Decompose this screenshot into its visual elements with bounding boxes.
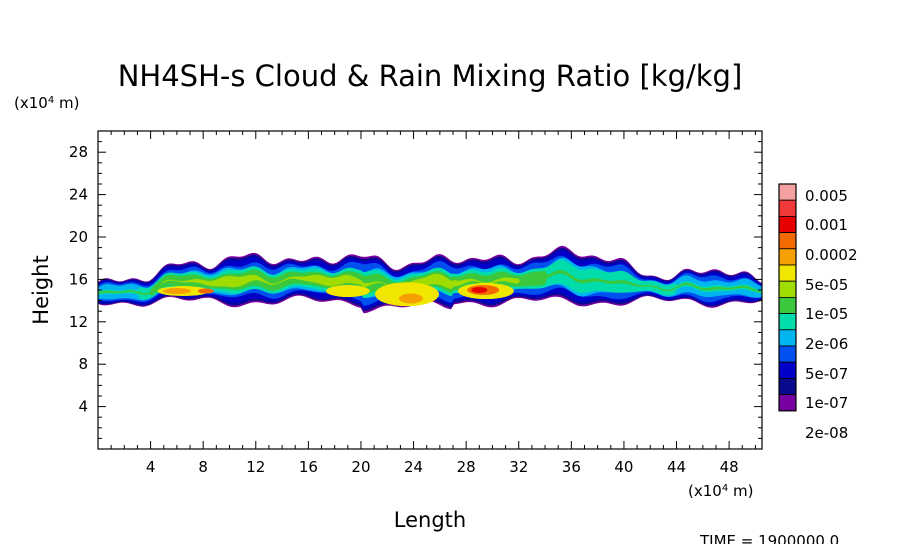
colorbar-swatch <box>778 215 797 233</box>
x-tick-label: 4 <box>146 458 156 476</box>
colorbar-swatch <box>778 394 797 412</box>
colorbar-label: 0.0002 <box>805 246 858 264</box>
colorbar-swatch <box>778 199 797 217</box>
colorbar-label: 2e-08 <box>805 424 848 442</box>
colorbar-swatch <box>778 280 797 298</box>
colorbar-swatch <box>778 361 797 379</box>
y-tick-label: 4 <box>78 398 88 416</box>
x-tick-label: 32 <box>509 458 528 476</box>
cloud-core <box>325 285 370 298</box>
colorbar-swatch <box>778 248 797 266</box>
x-axis: 4 8 12 16 20 24 28 32 36 40 44 48 <box>110 131 756 476</box>
chart-title: NH4SH-s Cloud & Rain Mixing Ratio [kg/kg… <box>118 59 743 93</box>
colorbar-swatch <box>778 232 797 250</box>
y-tick-label: 8 <box>78 355 88 373</box>
x-tick-label: 16 <box>299 458 318 476</box>
x-tick-label: 40 <box>614 458 633 476</box>
y-tick-label: 20 <box>69 228 88 246</box>
y-axis-label: Height <box>29 255 53 324</box>
colorbar-label: 1e-07 <box>805 394 848 412</box>
y-axis: 4 8 12 16 20 24 28 <box>69 141 762 439</box>
colorbar-legend: 0.005 0.001 0.0002 5e-05 1e-05 2e-06 5e-07 1e-0… <box>778 183 858 442</box>
x-tick-label: 20 <box>351 458 370 476</box>
colorbar-swatch <box>778 183 797 201</box>
colorbar-label: 0.001 <box>805 216 848 234</box>
x-tick-label: 44 <box>667 458 686 476</box>
colorbar-label: 0.005 <box>805 187 848 205</box>
x-axis-label: Length <box>394 508 466 532</box>
x-tick-label: 24 <box>404 458 423 476</box>
cloud-core <box>471 287 488 293</box>
cloud-core <box>197 288 214 294</box>
y-tick-label: 16 <box>69 270 88 288</box>
colorbar-swatch <box>778 329 797 347</box>
cloud-core <box>162 288 191 295</box>
x-tick-label: 12 <box>246 458 265 476</box>
colorbar-swatch <box>778 377 797 395</box>
y-tick-label: 28 <box>69 143 88 161</box>
colorbar-label: 2e-06 <box>805 335 848 353</box>
colorbar-swatch <box>778 345 797 363</box>
colorbar-swatch <box>778 313 797 331</box>
colorbar-swatch <box>778 264 797 282</box>
y-tick-label: 24 <box>69 186 88 204</box>
time-label: TIME = 1900000.0 <box>699 532 839 544</box>
x-tick-label: 8 <box>198 458 208 476</box>
colorbar-label: 5e-05 <box>805 276 848 294</box>
y-unit-label: (x104 m) <box>14 94 79 112</box>
colorbar-swatch <box>778 296 797 314</box>
colorbar-frame <box>778 183 797 412</box>
colorbar-label: 5e-07 <box>805 365 848 383</box>
x-tick-label: 36 <box>562 458 581 476</box>
cloud-core <box>398 293 423 304</box>
x-tick-label: 28 <box>457 458 476 476</box>
cloud-layer <box>98 245 762 314</box>
y-tick-label: 12 <box>69 313 88 331</box>
band-1e-05b <box>98 271 762 294</box>
x-unit-label: (x104 m) <box>688 482 753 500</box>
x-tick-label: 48 <box>720 458 739 476</box>
colorbar-label: 1e-05 <box>805 305 848 323</box>
